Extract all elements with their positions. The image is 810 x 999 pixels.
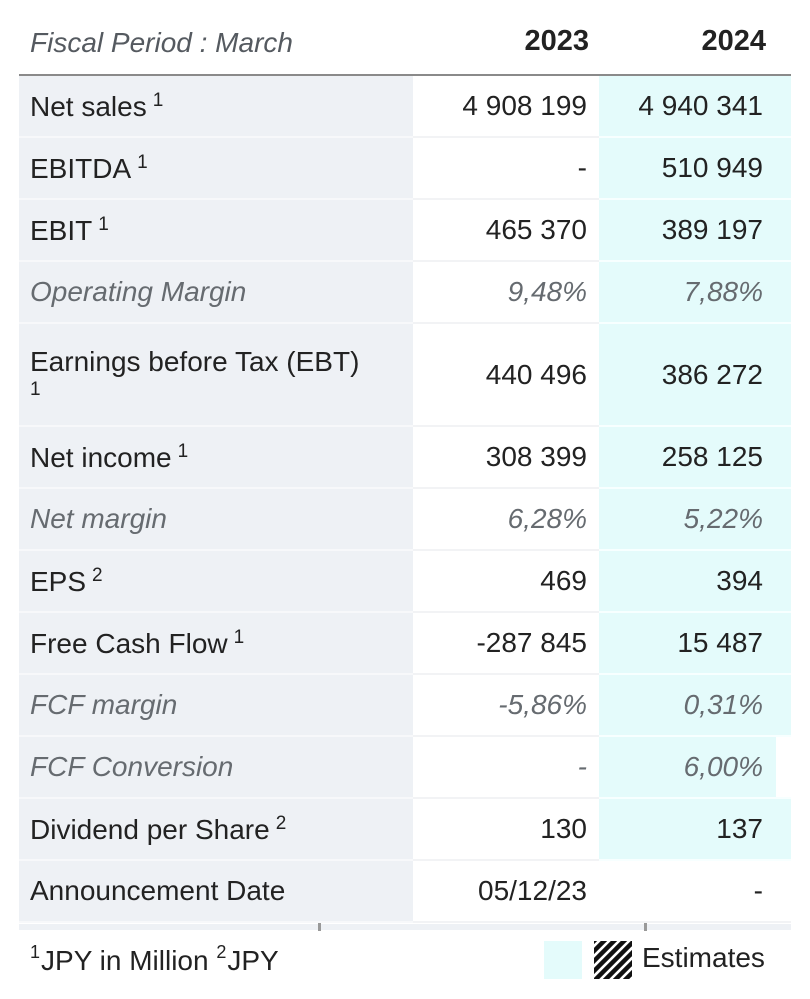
row-label: Operating Margin	[19, 262, 413, 324]
footnote-marker: 1	[152, 89, 164, 111]
row-operating-margin: Operating Margin 9,48% 7,88%	[19, 262, 791, 324]
footnote-marker: 1	[233, 626, 245, 648]
fiscal-period-label: Fiscal Period : March	[30, 27, 293, 58]
table-header: Fiscal Period : March 2023 2024	[19, 0, 791, 76]
value-2024: 7,88%	[599, 262, 776, 324]
value-2024: 5,22%	[599, 489, 776, 551]
row-label: EBITDA 1	[19, 138, 413, 200]
row-ebt: Earnings before Tax (EBT) 1 440 496 386 …	[19, 324, 791, 427]
value-2023: 440 496	[413, 324, 599, 427]
hatched-pattern-icon	[594, 941, 632, 979]
value-2023: 6,28%	[413, 489, 599, 551]
row-ebit: EBIT 1 465 370 389 197	[19, 200, 791, 262]
value-2024: -	[599, 861, 776, 923]
value-2024: 0,31%	[599, 675, 776, 737]
row-announcement-date: Announcement Date 05/12/23 -	[19, 861, 791, 923]
value-2024: 389 197	[599, 200, 776, 262]
footnote-marker: 2	[92, 564, 103, 586]
value-2024: 15 487	[599, 613, 776, 675]
row-label: Net income 1	[19, 427, 413, 489]
row-label: FCF Conversion	[19, 737, 413, 799]
footnote-marker: 1	[98, 213, 109, 235]
value-2023: 05/12/23	[413, 861, 599, 923]
value-2023: 469	[413, 551, 599, 613]
row-net-margin: Net margin 6,28% 5,22%	[19, 489, 791, 551]
value-2023: 130	[413, 799, 599, 861]
value-2024: 394	[599, 551, 776, 613]
value-2023: -287 845	[413, 613, 599, 675]
year-header-2023: 2023	[524, 25, 589, 57]
value-2023: 4 908 199	[413, 76, 599, 138]
footnote-marker: 1	[30, 378, 41, 400]
estimate-color-swatch	[544, 941, 582, 979]
value-2023: -	[413, 737, 599, 799]
row-fcf-conversion: FCF Conversion - 6,00%	[19, 737, 791, 799]
row-ebitda: EBITDA 1 - 510 949	[19, 138, 791, 200]
row-label: Announcement Date	[19, 861, 413, 923]
value-2023: 9,48%	[413, 262, 599, 324]
row-label: Earnings before Tax (EBT) 1	[19, 324, 413, 427]
row-fcf-margin: FCF margin -5,86% 0,31%	[19, 675, 791, 737]
row-dividend-per-share: Dividend per Share 2 130 137	[19, 799, 791, 861]
year-header-2024: 2024	[701, 25, 766, 57]
value-2024: 258 125	[599, 427, 776, 489]
row-label: EPS 2	[19, 551, 413, 613]
value-2024: 137	[599, 799, 776, 861]
value-2024: 386 272	[599, 324, 776, 427]
row-net-sales: Net sales 1 4 908 199 4 940 341	[19, 76, 791, 138]
value-2023: 465 370	[413, 200, 599, 262]
value-2024: 4 940 341	[599, 76, 776, 138]
row-label: FCF margin	[19, 675, 413, 737]
row-eps: EPS 2 469 394	[19, 551, 791, 613]
financials-table: Fiscal Period : March 2023 2024 Net sale…	[19, 0, 791, 923]
table-footer-divider	[19, 924, 791, 930]
footnotes: 1JPY in Million 2JPY	[30, 942, 279, 976]
value-2023: 308 399	[413, 427, 599, 489]
value-2024: 6,00%	[599, 737, 776, 799]
value-2023: -	[413, 138, 599, 200]
value-2024: 510 949	[599, 138, 776, 200]
footnote-marker: 1	[137, 151, 148, 173]
row-label: EBIT 1	[19, 200, 413, 262]
row-label: Free Cash Flow 1	[19, 613, 413, 675]
footnote-marker: 1	[177, 440, 189, 462]
legend-label: Estimates	[642, 942, 765, 973]
row-net-income: Net income 1 308 399 258 125	[19, 427, 791, 489]
row-free-cash-flow: Free Cash Flow 1 -287 845 15 487	[19, 613, 791, 675]
row-label: Net margin	[19, 489, 413, 551]
row-label: Dividend per Share 2	[19, 799, 413, 861]
value-2023: -5,86%	[413, 675, 599, 737]
divider-tick	[644, 923, 647, 931]
footnote-marker: 2	[275, 812, 287, 834]
row-label: Net sales 1	[19, 76, 413, 138]
divider-tick	[318, 923, 321, 931]
